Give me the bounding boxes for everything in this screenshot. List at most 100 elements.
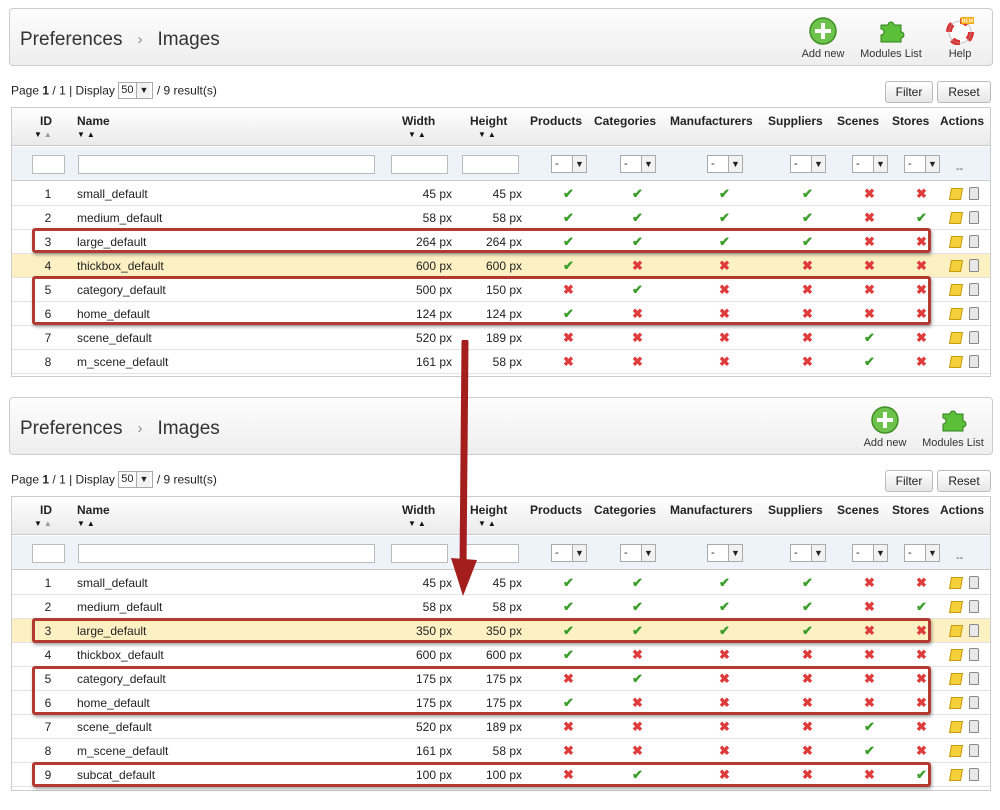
filter-name-input[interactable] [78,155,375,174]
add-new-button[interactable]: Add new [862,406,908,452]
table-row[interactable]: 9 subcat_default 100 px 100 px ✖ ✔ ✖ ✖ ✖ ✔ [12,763,990,787]
delete-icon[interactable] [969,307,979,320]
cross-icon[interactable]: ✖ [563,330,574,345]
table-row[interactable]: 3 large_default 350 px 350 px ✔ ✔ ✔ ✔ ✖ ✖ [12,619,990,643]
table-row[interactable]: 4 thickbox_default 600 px 600 px ✔ ✖ ✖ ✖ ✖ ✖ [12,254,990,278]
check-icon[interactable]: ✔ [916,599,927,614]
filter-stores-select[interactable]: - ▼ [904,155,940,173]
check-icon[interactable]: ✔ [802,234,813,249]
check-icon[interactable]: ✔ [916,767,927,782]
modules-list-button[interactable]: Modules List [922,406,984,452]
column-header-id[interactable]: ID [40,114,52,128]
filter-stores-select[interactable]: - ▼ [904,544,940,562]
delete-icon[interactable] [969,600,979,613]
check-icon[interactable]: ✔ [864,719,875,734]
cross-icon[interactable]: ✖ [916,695,927,710]
check-icon[interactable]: ✔ [563,695,574,710]
sort-asc-icon[interactable]: ▲ [417,519,428,528]
column-header-suppliers[interactable]: Suppliers [768,114,823,128]
cross-icon[interactable]: ✖ [802,743,813,758]
help-button[interactable]: NEW Help [940,17,980,63]
cross-icon[interactable]: ✖ [864,258,875,273]
check-icon[interactable]: ✔ [632,234,643,249]
delete-icon[interactable] [969,576,979,589]
cross-icon[interactable]: ✖ [802,767,813,782]
delete-icon[interactable] [969,744,979,757]
reset-button[interactable]: Reset [937,81,991,103]
edit-icon[interactable] [948,356,964,368]
cross-icon[interactable]: ✖ [916,186,927,201]
delete-icon[interactable] [969,187,979,200]
filter-button[interactable]: Filter [885,470,933,492]
cross-icon[interactable]: ✖ [802,647,813,662]
check-icon[interactable]: ✔ [632,767,643,782]
cross-icon[interactable]: ✖ [864,767,875,782]
sort-desc-icon[interactable]: ▼ [408,519,418,528]
cross-icon[interactable]: ✖ [719,695,730,710]
add-new-button[interactable]: Add new [800,17,846,63]
filter-scenes-select[interactable]: - ▼ [852,544,888,562]
column-header-manufacturers[interactable]: Manufacturers [670,503,753,517]
cross-icon[interactable]: ✖ [719,767,730,782]
table-row[interactable]: 7 scene_default 520 px 189 px ✖ ✖ ✖ ✖ ✔ ✖ [12,715,990,739]
cross-icon[interactable]: ✖ [916,647,927,662]
delete-icon[interactable] [969,235,979,248]
table-row[interactable]: 8 m_scene_default 161 px 58 px ✖ ✖ ✖ ✖ ✔ ✖ [12,350,990,374]
edit-icon[interactable] [948,212,964,224]
check-icon[interactable]: ✔ [802,623,813,638]
check-icon[interactable]: ✔ [563,210,574,225]
column-header-scenes[interactable]: Scenes [837,503,880,517]
column-header-suppliers[interactable]: Suppliers [768,503,823,517]
check-icon[interactable]: ✔ [802,575,813,590]
filter-categories-select[interactable]: - ▼ [620,155,656,173]
cross-icon[interactable]: ✖ [802,354,813,369]
check-icon[interactable]: ✔ [563,575,574,590]
check-icon[interactable]: ✔ [632,671,643,686]
filter-width-input[interactable] [391,155,448,174]
delete-icon[interactable] [969,331,979,344]
edit-icon[interactable] [948,721,964,733]
sort-asc-icon[interactable]: ▲ [86,130,97,139]
check-icon[interactable]: ✔ [719,234,730,249]
edit-icon[interactable] [948,697,964,709]
cross-icon[interactable]: ✖ [719,354,730,369]
delete-icon[interactable] [969,672,979,685]
check-icon[interactable]: ✔ [719,210,730,225]
check-icon[interactable]: ✔ [632,623,643,638]
filter-manufacturers-select[interactable]: - ▼ [707,155,743,173]
edit-icon[interactable] [948,601,964,613]
check-icon[interactable]: ✔ [632,282,643,297]
check-icon[interactable]: ✔ [563,623,574,638]
filter-id-input[interactable] [32,155,65,174]
cross-icon[interactable]: ✖ [719,719,730,734]
table-row[interactable]: 2 medium_default 58 px 58 px ✔ ✔ ✔ ✔ ✖ ✔ [12,206,990,230]
column-header-categories[interactable]: Categories [594,503,657,517]
cross-icon[interactable]: ✖ [632,695,643,710]
check-icon[interactable]: ✔ [864,354,875,369]
column-header-name[interactable]: Name [77,503,110,517]
edit-icon[interactable] [948,332,964,344]
column-header-actions[interactable]: Actions [940,503,985,517]
cross-icon[interactable]: ✖ [864,575,875,590]
cross-icon[interactable]: ✖ [864,599,875,614]
cross-icon[interactable]: ✖ [802,695,813,710]
cross-icon[interactable]: ✖ [864,647,875,662]
check-icon[interactable]: ✔ [563,186,574,201]
filter-products-select[interactable]: - ▼ [551,544,587,562]
delete-icon[interactable] [969,768,979,781]
column-header-height[interactable]: Height [470,503,508,517]
check-icon[interactable]: ✔ [719,575,730,590]
cross-icon[interactable]: ✖ [802,330,813,345]
cross-icon[interactable]: ✖ [916,330,927,345]
cross-icon[interactable]: ✖ [916,719,927,734]
cross-icon[interactable]: ✖ [632,647,643,662]
column-header-id[interactable]: ID [40,503,52,517]
sort-desc-icon[interactable]: ▼ [34,519,44,528]
edit-icon[interactable] [948,260,964,272]
cross-icon[interactable]: ✖ [632,258,643,273]
filter-name-input[interactable] [78,544,375,563]
table-row[interactable]: 4 thickbox_default 600 px 600 px ✔ ✖ ✖ ✖ ✖ ✖ [12,643,990,667]
cross-icon[interactable]: ✖ [563,743,574,758]
check-icon[interactable]: ✔ [563,306,574,321]
cross-icon[interactable]: ✖ [802,258,813,273]
